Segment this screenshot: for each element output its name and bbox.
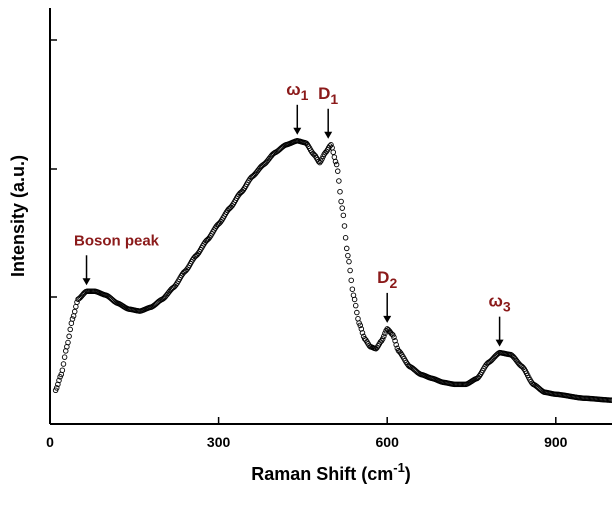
- data-point: [56, 377, 62, 384]
- data-point: [61, 354, 68, 360]
- data-point: [391, 334, 397, 341]
- annotation-label-subscript: 1: [330, 91, 338, 107]
- data-point: [330, 149, 337, 155]
- data-point: [71, 308, 78, 315]
- data-point: [349, 286, 356, 292]
- data-point: [382, 330, 388, 337]
- data-point: [59, 367, 66, 373]
- data-point: [357, 322, 363, 329]
- data-point: [333, 161, 340, 168]
- data-point: [70, 313, 77, 319]
- data-point: [339, 205, 345, 211]
- x-ticks-group: 0 300 600 900: [46, 417, 568, 450]
- data-point: [352, 302, 359, 309]
- data-point: [65, 339, 71, 346]
- data-point: [351, 296, 358, 303]
- annotation-arrowhead: [324, 131, 333, 139]
- data-point: [354, 309, 360, 316]
- data-point: [346, 258, 352, 265]
- annotation-label: ω3: [489, 292, 511, 315]
- data-point: [67, 326, 73, 333]
- data-point: [334, 168, 341, 174]
- data-point: [340, 212, 347, 219]
- annotation-label-main: D: [377, 268, 389, 287]
- annotation-arrowhead: [82, 278, 91, 286]
- axes-group: [49, 8, 612, 425]
- y-axis-title: Intensity (a.u.): [8, 155, 28, 277]
- data-point: [359, 330, 366, 336]
- data-point: [60, 361, 67, 367]
- annotation-label-main: ω: [489, 292, 503, 311]
- annotation-label: D1: [318, 84, 338, 107]
- data-point: [69, 316, 76, 322]
- annotation-arrowhead: [495, 339, 504, 347]
- x-axis-title: Raman Shift (cm-1): [251, 460, 411, 484]
- x-tick-label: 900: [544, 434, 568, 450]
- x-axis-title-suffix: ): [405, 464, 411, 484]
- x-tick-label: 0: [46, 434, 54, 450]
- annotation-label: D2: [377, 268, 397, 291]
- annotation-label-subscript: 2: [389, 275, 397, 291]
- annotation-arrowhead: [293, 127, 302, 135]
- data-point: [345, 252, 351, 259]
- data-point: [348, 277, 354, 284]
- data-point: [331, 154, 338, 160]
- annotation-label-main: Boson peak: [74, 232, 160, 249]
- y-ticks-group: [50, 39, 57, 425]
- data-point: [609, 397, 612, 403]
- data-point: [53, 385, 60, 391]
- data-point: [347, 267, 353, 274]
- data-point: [342, 235, 349, 241]
- data-point: [341, 223, 348, 229]
- data-point: [393, 341, 399, 348]
- x-tick-label: 600: [376, 434, 400, 450]
- annotation-label-main: D: [318, 84, 330, 103]
- data-point: [336, 178, 342, 184]
- annotation-label: ω1: [286, 80, 308, 103]
- data-point: [381, 333, 387, 340]
- x-axis-title-main: Raman Shift (cm: [251, 464, 393, 484]
- data-point: [66, 333, 72, 340]
- data-point: [343, 245, 350, 252]
- annotation-label-subscript: 3: [503, 299, 511, 315]
- annotation-label-subscript: 1: [301, 87, 309, 103]
- data-point: [328, 142, 334, 148]
- annotation-label-main: ω: [286, 80, 300, 99]
- data-point: [337, 188, 343, 195]
- data-point: [379, 336, 386, 342]
- data-points-group: [52, 138, 612, 403]
- annotation-label: Boson peak: [74, 232, 160, 249]
- data-point: [338, 198, 344, 205]
- annotation-arrowhead: [383, 315, 392, 323]
- data-point: [332, 158, 339, 165]
- x-tick-label: 300: [207, 434, 231, 450]
- x-axis-title-superscript: -1: [393, 460, 405, 475]
- data-point: [73, 303, 79, 310]
